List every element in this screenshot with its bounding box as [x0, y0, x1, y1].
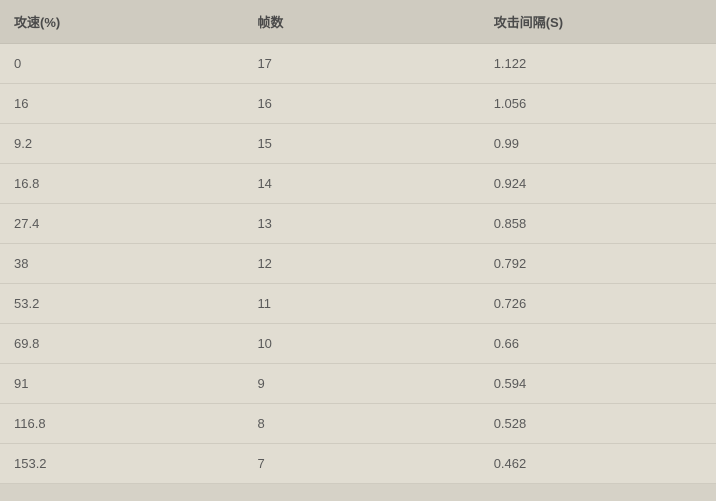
cell-frames: 14	[243, 164, 479, 204]
column-header-speed: 攻速(%)	[0, 0, 243, 44]
cell-speed: 9.2	[0, 124, 243, 164]
cell-interval: 0.462	[480, 444, 716, 484]
cell-frames: 10	[243, 324, 479, 364]
cell-interval: 0.528	[480, 404, 716, 444]
cell-frames: 11	[243, 284, 479, 324]
cell-interval: 0.726	[480, 284, 716, 324]
cell-speed: 16.8	[0, 164, 243, 204]
table-row: 9.2 15 0.99	[0, 124, 716, 164]
table-body: 0 17 1.122 16 16 1.056 9.2 15 0.99 16.8 …	[0, 44, 716, 484]
table-row: 53.2 11 0.726	[0, 284, 716, 324]
table-header-row: 攻速(%) 帧数 攻击间隔(S)	[0, 0, 716, 44]
cell-interval: 1.056	[480, 84, 716, 124]
table-row: 16.8 14 0.924	[0, 164, 716, 204]
cell-interval: 0.924	[480, 164, 716, 204]
cell-frames: 7	[243, 444, 479, 484]
table-row: 16 16 1.056	[0, 84, 716, 124]
cell-interval: 0.792	[480, 244, 716, 284]
cell-speed: 0	[0, 44, 243, 84]
cell-speed: 27.4	[0, 204, 243, 244]
cell-frames: 16	[243, 84, 479, 124]
table-row: 116.8 8 0.528	[0, 404, 716, 444]
table-row: 91 9 0.594	[0, 364, 716, 404]
cell-speed: 91	[0, 364, 243, 404]
cell-interval: 0.66	[480, 324, 716, 364]
cell-speed: 116.8	[0, 404, 243, 444]
column-header-interval: 攻击间隔(S)	[480, 0, 716, 44]
cell-frames: 9	[243, 364, 479, 404]
cell-speed: 153.2	[0, 444, 243, 484]
column-header-frames: 帧数	[243, 0, 479, 44]
cell-frames: 8	[243, 404, 479, 444]
cell-frames: 12	[243, 244, 479, 284]
table-row: 27.4 13 0.858	[0, 204, 716, 244]
cell-speed: 53.2	[0, 284, 243, 324]
cell-frames: 17	[243, 44, 479, 84]
cell-interval: 1.122	[480, 44, 716, 84]
cell-speed: 16	[0, 84, 243, 124]
table-row: 69.8 10 0.66	[0, 324, 716, 364]
attack-speed-table: 攻速(%) 帧数 攻击间隔(S) 0 17 1.122 16 16 1.056 …	[0, 0, 716, 484]
table-row: 153.2 7 0.462	[0, 444, 716, 484]
cell-frames: 13	[243, 204, 479, 244]
cell-speed: 69.8	[0, 324, 243, 364]
table-row: 0 17 1.122	[0, 44, 716, 84]
cell-interval: 0.594	[480, 364, 716, 404]
cell-speed: 38	[0, 244, 243, 284]
cell-interval: 0.99	[480, 124, 716, 164]
cell-frames: 15	[243, 124, 479, 164]
table-row: 38 12 0.792	[0, 244, 716, 284]
cell-interval: 0.858	[480, 204, 716, 244]
